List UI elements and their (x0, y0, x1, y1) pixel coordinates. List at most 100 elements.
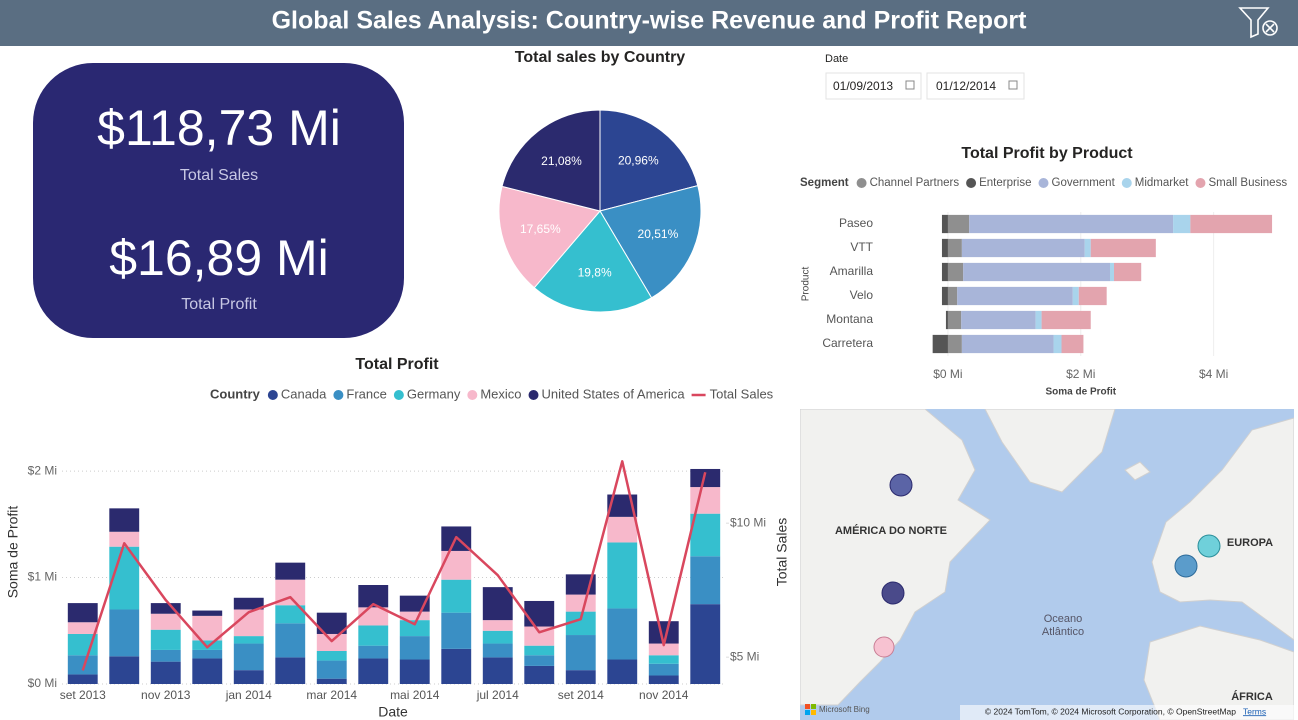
bar-segment (607, 516, 638, 543)
map-label: ÁFRICA (1231, 690, 1273, 703)
bar-segment (275, 623, 306, 658)
bar-segment (441, 612, 472, 649)
map[interactable]: AMÉRICA DO NORTE EUROPA ÁFRICA Oceano At… (800, 409, 1294, 720)
bar-segment (316, 651, 347, 661)
bar-segment (399, 620, 430, 637)
legend-marker (467, 390, 478, 400)
pie-slice (533, 210, 653, 313)
bar-segment (1061, 334, 1084, 354)
data-label: 19,8% (578, 266, 612, 280)
bar-segment (565, 635, 596, 671)
clear-filters-icon[interactable] (1238, 7, 1278, 39)
map-terms[interactable]: Terms (1243, 706, 1266, 716)
bar-segment (947, 334, 962, 354)
bar-segment (961, 334, 1054, 354)
chart-title: Total Profit by Product (961, 145, 1133, 162)
bar-segment (150, 613, 181, 630)
y-tick-label: $1 Mi (28, 570, 57, 584)
legend-marker (1121, 178, 1132, 188)
legend-label: Channel Partners (870, 177, 960, 189)
x-axis-title: Soma de Profit (1045, 387, 1116, 398)
map-label: AMÉRICA DO NORTE (835, 524, 947, 537)
bar-segment (524, 645, 555, 656)
bar-segment (690, 468, 721, 488)
bar-segment (607, 494, 638, 517)
legend-title: Country (210, 386, 261, 401)
bar-segment (947, 310, 962, 330)
bar-segment (316, 660, 347, 679)
legend-label: Enterprise (979, 177, 1031, 189)
bar-segment (607, 608, 638, 660)
y2-tick-label: $5 Mi (730, 649, 759, 663)
bar-segment (648, 643, 679, 656)
date-end-box[interactable] (926, 72, 1025, 100)
bar-segment (524, 665, 555, 684)
map-bubble[interactable] (873, 636, 895, 658)
kpi-label: Total Profit (181, 296, 257, 313)
bar-segment (941, 214, 948, 234)
map-bubble[interactable] (1174, 554, 1198, 578)
bar-segment (192, 640, 223, 650)
land (1151, 417, 1294, 641)
kpi-value: $118,73 Mi (97, 100, 341, 156)
calendar-icon[interactable] (905, 80, 915, 90)
bar-segment (109, 531, 140, 547)
bar-segment (1113, 262, 1142, 282)
bar-segment (399, 636, 430, 660)
legend-label: United States of America (542, 386, 686, 401)
bar-segment (67, 603, 98, 623)
legend-label: France (346, 386, 386, 401)
map-bubble[interactable] (889, 473, 913, 497)
y-axis-title: Product (801, 267, 812, 302)
x-tick-label: $4 Mi (1199, 367, 1228, 381)
land (1143, 625, 1294, 720)
map-bubble[interactable] (881, 581, 905, 605)
x-tick-label: nov 2014 (639, 688, 689, 702)
map-label: EUROPA (1227, 537, 1273, 549)
bar-segment (67, 655, 98, 675)
bar-segment (358, 645, 389, 659)
data-label: 17,65% (520, 222, 561, 236)
bar-segment (963, 262, 1110, 282)
calendar-icon[interactable] (1008, 80, 1018, 90)
bar-segment (690, 604, 721, 684)
bar-segment (690, 556, 721, 605)
bar-segment (648, 655, 679, 664)
legend-title: Segment (800, 177, 849, 189)
date-start-box[interactable] (825, 72, 922, 100)
y-tick-label: Paseo (839, 216, 873, 230)
x-tick-label: set 2013 (60, 688, 106, 702)
bar-segment (565, 670, 596, 684)
x-tick-label: jul 2014 (476, 688, 519, 702)
bing-logo (805, 710, 810, 715)
bar-segment (399, 611, 430, 621)
bar-segment (67, 674, 98, 684)
bar-segment (947, 238, 962, 258)
bar-segment (482, 657, 513, 684)
bar-segment (233, 597, 264, 610)
pie-slice (501, 109, 601, 212)
date-start[interactable]: 01/09/2013 (833, 79, 893, 93)
bar-segment (947, 214, 970, 234)
page-title: Global Sales Analysis: Country-wise Reve… (272, 7, 1027, 35)
chart-title: Total Profit (355, 356, 439, 373)
bar-segment (947, 286, 958, 306)
pie-slice (599, 109, 699, 212)
bar-segment (957, 286, 1073, 306)
kpi-label: Total Sales (180, 167, 258, 184)
bing-logo (805, 704, 810, 709)
legend-marker (856, 178, 867, 188)
bar-segment (192, 610, 223, 616)
legend-label: Germany (407, 386, 461, 401)
bar-segment (109, 656, 140, 684)
bar-segment (233, 643, 264, 671)
bar-segment (233, 670, 264, 684)
bar-segment (941, 238, 948, 258)
map-bubble[interactable] (1197, 534, 1221, 558)
y-tick-label: Velo (850, 288, 874, 302)
bar-segment (316, 633, 347, 651)
bar-segment (524, 655, 555, 666)
y-tick-label: $2 Mi (28, 463, 57, 477)
bar-segment (1041, 310, 1091, 330)
date-end[interactable]: 01/12/2014 (936, 79, 996, 93)
